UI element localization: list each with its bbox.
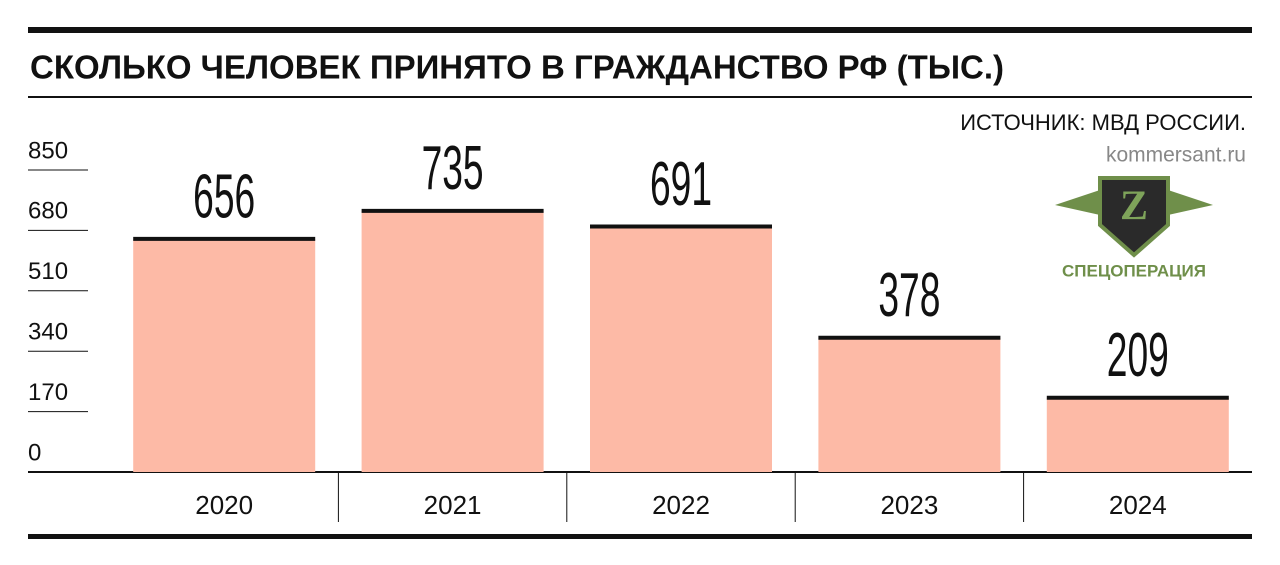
badge: Z СПЕЦОПЕРАЦИЯ	[1055, 176, 1213, 280]
value-label: 378	[878, 260, 940, 329]
badge-letter: Z	[1120, 184, 1148, 230]
value-label: 691	[650, 149, 712, 218]
credit: kommersant.ru	[1106, 144, 1246, 167]
x-tick-label: 2023	[880, 490, 938, 520]
bar	[1046, 397, 1229, 472]
badge-shield	[1098, 176, 1170, 258]
badge-wings	[1055, 190, 1213, 215]
bar	[818, 337, 1001, 472]
value-label: 209	[1107, 320, 1169, 389]
y-tick-label: 850	[28, 137, 68, 164]
x-tick-label: 2024	[1109, 490, 1167, 520]
bar	[133, 238, 316, 472]
bottom-rule	[28, 534, 1252, 539]
top-rule	[28, 27, 1252, 33]
y-tick-label: 0	[28, 439, 41, 466]
x-tick-label: 2020	[195, 490, 253, 520]
y-tick-label: 680	[28, 198, 68, 225]
y-tick-label: 340	[28, 319, 68, 346]
bar	[590, 226, 772, 472]
y-tick-label: 170	[28, 379, 68, 406]
badge-text: СПЕЦОПЕРАЦИЯ	[1062, 261, 1206, 280]
title-rule	[28, 96, 1252, 98]
chart-title: СКОЛЬКО ЧЕЛОВЕК ПРИНЯТО В ГРАЖДАНСТВО РФ…	[30, 49, 1004, 86]
bar	[361, 210, 544, 472]
y-tick-label: 510	[28, 258, 68, 285]
source: ИСТОЧНИК: МВД РОССИИ.	[960, 110, 1246, 135]
x-tick-label: 2021	[424, 490, 482, 520]
value-label: 656	[193, 162, 255, 231]
value-label: 735	[422, 133, 484, 202]
x-tick-label: 2022	[652, 490, 710, 520]
